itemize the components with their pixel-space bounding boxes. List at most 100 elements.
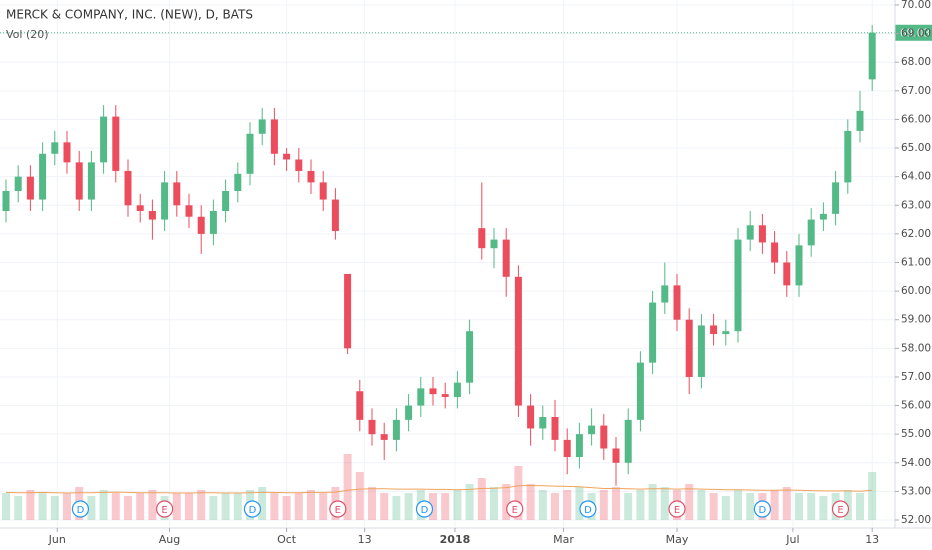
volume-bar [50, 496, 59, 520]
volume-bar [380, 493, 389, 520]
candle-body [697, 325, 705, 377]
event-marker [668, 500, 686, 518]
candle-body [490, 239, 498, 249]
volume-bar [233, 493, 242, 520]
event-marker [71, 500, 90, 518]
volume-bar [795, 493, 803, 520]
candle-body [112, 116, 120, 171]
volume-bar [2, 493, 10, 520]
candle-body [87, 162, 95, 200]
candle-body [209, 211, 217, 234]
candle-body [819, 213, 827, 220]
volume-bar [343, 454, 352, 520]
event-marker [579, 500, 597, 518]
candle-body [527, 405, 535, 429]
volume-bar [99, 490, 108, 520]
candle-body [246, 133, 254, 174]
candle-body [624, 419, 632, 463]
volume-bar [782, 487, 791, 520]
candle-body [368, 419, 376, 435]
candle-body [197, 216, 205, 234]
candle-body [783, 262, 791, 286]
y-tick-label: 70.00 [901, 0, 931, 11]
volume-bar [526, 484, 535, 520]
y-tick-label: 60.00 [901, 285, 931, 297]
event-marker [753, 500, 772, 518]
volume-bar [538, 490, 547, 520]
candle-body [746, 225, 754, 240]
candle-body [429, 388, 437, 395]
volume-bar [185, 493, 193, 520]
x-tick-label: Aug [159, 533, 180, 546]
candle-body [758, 225, 766, 243]
volume-bar [258, 487, 267, 520]
volume-bar [14, 496, 23, 520]
event-marker [506, 500, 524, 518]
candle-body [344, 273, 352, 349]
candle-body [575, 434, 583, 458]
volume-bar [807, 493, 816, 520]
candle-body [63, 142, 71, 163]
candle-body [771, 242, 779, 263]
candle-body [795, 245, 803, 286]
candle-body [832, 182, 840, 214]
event-label: E [161, 505, 167, 516]
candle-body [148, 211, 156, 220]
candle-body [185, 205, 193, 217]
event-marker [156, 500, 174, 518]
volume-ma [5, 484, 873, 494]
volume-bar [746, 493, 755, 520]
candle-body [319, 182, 327, 200]
event-label: D [77, 505, 85, 516]
candle-body [75, 162, 83, 200]
y-tick-label: 63.00 [901, 199, 931, 211]
candle-body [612, 448, 620, 463]
y-tick-label: 69.00 [901, 28, 931, 40]
candle-body [295, 159, 303, 171]
volume-bar [856, 493, 864, 520]
volume-bar [87, 496, 96, 520]
chart-title: MERCK & COMPANY, INC. (NEW), D, BATS [6, 8, 253, 22]
event-label: D [249, 505, 257, 516]
candle-body [844, 130, 852, 183]
last-price-badge [895, 24, 932, 41]
candle-body [661, 285, 669, 303]
volume-bar [124, 496, 132, 520]
candle-body [514, 276, 522, 406]
volume-bar [636, 490, 645, 520]
y-tick-label: 65.00 [901, 142, 931, 154]
volume-bar [453, 490, 462, 520]
candle-body [722, 331, 730, 335]
candle-body [14, 176, 22, 191]
candle-body [307, 170, 315, 183]
volume-bar [697, 490, 706, 520]
event-marker [243, 500, 262, 518]
y-tick-label: 62.00 [901, 228, 931, 240]
candle-body [649, 302, 657, 363]
event-label: E [837, 505, 843, 516]
volume-bar [868, 472, 877, 520]
overlay: 69.03 D E D E D E D E D E [0, 24, 932, 518]
y-tick-label: 57.00 [901, 371, 931, 383]
candle-body [161, 182, 169, 220]
candle-body [283, 153, 291, 160]
candle-body [234, 173, 242, 191]
candle-body [26, 176, 34, 200]
y-tick-label: 53.00 [901, 485, 931, 497]
volume-bar [685, 484, 694, 520]
x-tick-label: Jul [785, 533, 799, 546]
volume-bar [404, 493, 413, 520]
volume-bar [136, 493, 145, 520]
volume-bar [465, 484, 474, 520]
x-tick-label: 13 [865, 533, 879, 546]
x-tick-label: Oct [277, 533, 297, 546]
candle-body [734, 239, 742, 332]
volume-bar [624, 493, 633, 520]
volume-bar [355, 472, 364, 520]
volume-bar [172, 493, 181, 520]
volume-bar [197, 490, 206, 520]
candle-body [258, 119, 266, 134]
volume-bar [294, 493, 303, 520]
volume-bar [502, 484, 511, 520]
